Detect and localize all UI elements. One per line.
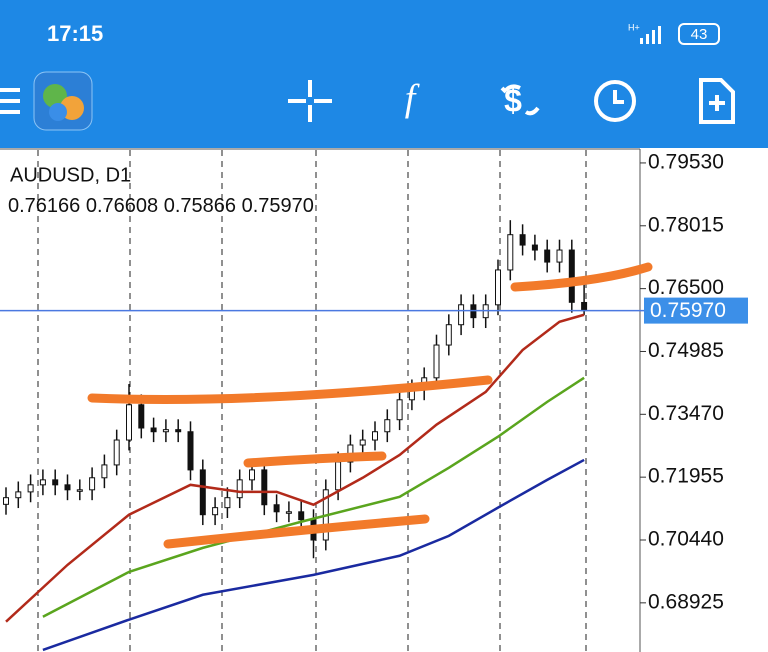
- candle-body: [556, 249, 563, 263]
- candle-body: [581, 301, 588, 312]
- candle-body: [273, 504, 280, 513]
- candle-body: [433, 344, 440, 379]
- plot: [0, 220, 644, 652]
- low-label: 0.75866: [164, 195, 236, 217]
- candle-body: [335, 461, 342, 491]
- drawn-lines: [87, 262, 653, 549]
- candle-body: [3, 497, 9, 505]
- moving-average: [42, 458, 585, 652]
- candle-body: [224, 497, 231, 509]
- current-price-label: 0.75970: [650, 299, 726, 322]
- candle-body: [138, 404, 145, 429]
- y-tick-label: 0.76500: [648, 276, 724, 299]
- candle-body: [27, 484, 34, 493]
- candle-body: [113, 439, 120, 466]
- candle-body: [507, 234, 514, 271]
- candle-body: [384, 419, 391, 433]
- svg-text:H+: H+: [628, 22, 640, 32]
- y-tick-label: 0.79530: [648, 150, 724, 173]
- candle-body: [150, 427, 157, 433]
- period-separators: [37, 150, 587, 652]
- app-logo[interactable]: [33, 71, 93, 131]
- y-tick-label: 0.70440: [648, 528, 724, 551]
- candle-body: [101, 464, 108, 479]
- candle-body: [531, 244, 538, 251]
- candle-body: [396, 399, 403, 421]
- candle-body: [544, 249, 551, 263]
- svg-text:$: $: [504, 82, 522, 118]
- crosshair-button[interactable]: [288, 80, 332, 122]
- moving-average: [5, 313, 585, 623]
- candle-body: [372, 431, 378, 441]
- y-tick-label: 0.73470: [648, 402, 724, 425]
- battery: [678, 23, 720, 45]
- timeframe-button[interactable]: [594, 80, 636, 122]
- candle-body: [458, 304, 465, 326]
- y-tick-label: 0.74985: [648, 339, 724, 362]
- candle-body: [445, 324, 452, 346]
- trade-button[interactable]: $: [500, 82, 540, 118]
- candle-body: [175, 429, 182, 433]
- candle-body: [39, 479, 46, 486]
- close-label: 0.75970: [242, 195, 314, 217]
- new-order-button[interactable]: [699, 78, 735, 124]
- high-label: 0.76608: [86, 195, 158, 217]
- candle-body: [76, 489, 83, 492]
- candle-body: [212, 507, 219, 516]
- moving-average: [42, 376, 585, 618]
- candle-body: [199, 469, 206, 516]
- y-tick-label: 0.68925: [648, 590, 724, 613]
- candle-body: [285, 511, 292, 514]
- candle-body: [89, 477, 96, 491]
- candle-body: [298, 511, 305, 521]
- app-bar: [0, 0, 768, 148]
- current-price-box: [644, 297, 748, 324]
- candle-body: [64, 484, 71, 491]
- battery-level: 43: [691, 26, 708, 43]
- y-tick-label: 0.78015: [648, 213, 724, 236]
- y-tick-label: 0.71955: [648, 465, 724, 488]
- clock: 17:15: [47, 21, 103, 46]
- candle-body: [359, 439, 366, 446]
- candle-body: [519, 234, 526, 246]
- candle-body: [261, 469, 268, 506]
- candle-body: [249, 469, 255, 481]
- symbol-title: AUDUSD, D1: [10, 164, 131, 186]
- signal-icon: H+: [628, 22, 661, 44]
- candle-body: [52, 479, 59, 486]
- candle-body: [126, 404, 132, 441]
- candle-body: [568, 249, 575, 303]
- menu-button[interactable]: [0, 88, 20, 114]
- candle-body: [15, 491, 22, 499]
- open-label: 0.76166: [8, 195, 80, 217]
- ohlc-values: 0.76166 0.76608 0.75866 0.75970: [8, 195, 314, 217]
- candle-body: [187, 431, 194, 471]
- candle-body: [495, 269, 501, 306]
- candle-body: [162, 429, 169, 433]
- candle-body: [236, 479, 243, 499]
